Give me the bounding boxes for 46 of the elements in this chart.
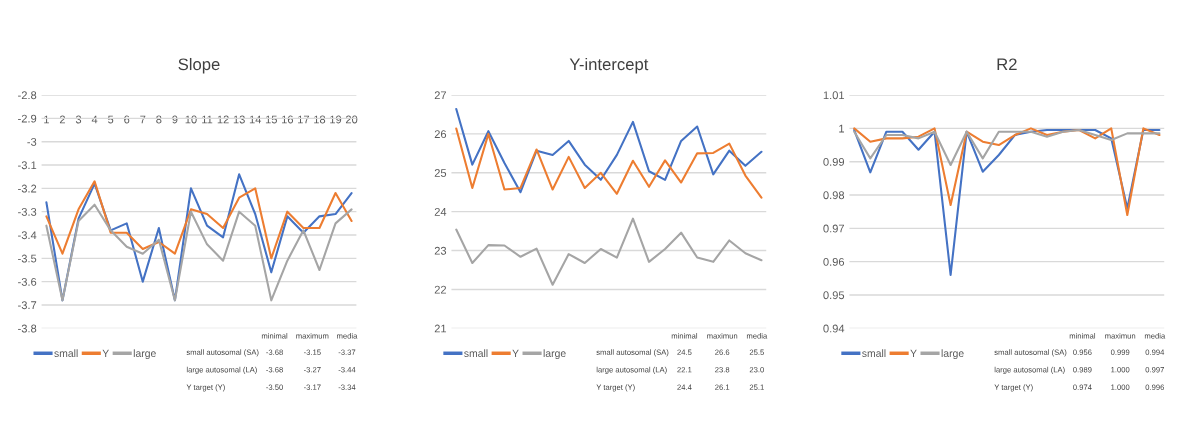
chart-title: R2 (997, 58, 1017, 71)
y-tick-label: 22 (434, 285, 447, 294)
legend-label: large (133, 349, 156, 360)
legend-label: large (941, 349, 964, 360)
line-series (853, 128, 1161, 277)
legend-label: Y (910, 349, 917, 357)
y-tick-label: -3.2 (18, 184, 37, 193)
y-tick-label: 24 (434, 207, 447, 216)
y-tick-label: -3.6 (18, 277, 37, 286)
y-tick-label: -2.8 (18, 91, 37, 100)
y-tick-label: 0.95 (823, 291, 845, 300)
y-tick-label: -3.8 (18, 324, 37, 333)
y-tick-label: -3.4 (18, 231, 37, 240)
legend-label: Y (512, 349, 519, 357)
y-tick-label: -3.7 (18, 301, 37, 310)
y-tick-label: 1 (839, 124, 845, 133)
y-tick-label: 0.99 (823, 157, 845, 166)
line-series (455, 108, 763, 194)
chart-title: Slope (178, 57, 220, 74)
y-tick-label: -3 (27, 137, 37, 146)
y-tick-label: 0.94 (823, 324, 845, 333)
y-tick-label: -3.1 (18, 161, 37, 170)
chart-title: Y-intercept (569, 57, 649, 74)
legend-label: Y (102, 349, 109, 357)
y-tick-label: 0.96 (823, 257, 845, 266)
y-tick-label: -3.5 (18, 254, 37, 263)
line-series (853, 127, 1161, 217)
line-series (45, 180, 353, 260)
y-tick-label: 27 (434, 91, 447, 100)
y-tick-label: -2.9 (18, 114, 37, 123)
legend-label: small (862, 349, 886, 358)
y-tick-label: 21 (434, 324, 447, 333)
y-tick-label: -3.3 (18, 207, 37, 216)
line-series (455, 127, 763, 199)
y-tick-label: 0.98 (823, 191, 845, 200)
legend-label: large (543, 349, 566, 360)
y-tick-label: 25 (434, 169, 447, 177)
y-tick-label: 26 (434, 130, 447, 139)
y-tick-label: 1.01 (823, 91, 845, 100)
line-series (45, 203, 353, 302)
line-series (455, 217, 763, 286)
legend-label: small (54, 349, 78, 358)
y-tick-label: 0.97 (823, 224, 844, 233)
legend-label: small (464, 349, 488, 358)
line-series (853, 128, 1161, 167)
y-tick-label: 23 (434, 246, 447, 255)
